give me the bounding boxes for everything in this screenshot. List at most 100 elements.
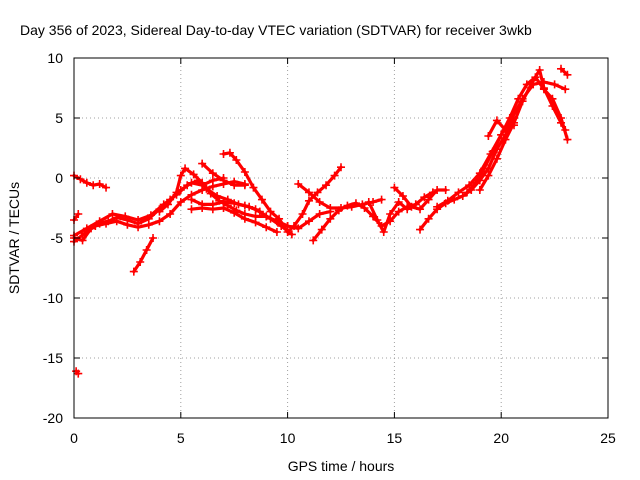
data-point-marker [219, 176, 228, 185]
data-point-marker [134, 216, 143, 224]
data-point-marker [146, 211, 155, 220]
series-line [486, 118, 516, 138]
data-point-marker [275, 214, 284, 223]
data-point-marker [74, 369, 83, 378]
series-trace-20 [484, 116, 519, 140]
data-point-marker [123, 220, 132, 229]
data-point-marker [514, 94, 523, 103]
data-point-marker [187, 205, 196, 214]
data-point-marker [458, 192, 467, 200]
series-trace-4 [70, 177, 249, 246]
data-point-marker [134, 223, 143, 232]
data-point-marker [298, 210, 307, 218]
y-tick-label: 10 [47, 50, 63, 66]
data-point-marker [433, 202, 442, 211]
data-point-marker [189, 170, 198, 179]
data-point-marker [294, 180, 303, 188]
data-point-marker [330, 171, 339, 180]
data-point-marker [251, 205, 260, 214]
data-point-marker [208, 169, 217, 178]
data-point-marker [283, 228, 292, 236]
data-point-marker [78, 236, 87, 245]
data-point-marker [219, 204, 228, 212]
data-point-marker [475, 186, 484, 194]
data-point-marker [176, 171, 185, 180]
data-point-marker [484, 132, 493, 140]
data-point-marker [403, 205, 412, 214]
data-point-marker [488, 147, 497, 156]
data-point-marker [208, 182, 217, 191]
data-point-marker [89, 181, 98, 190]
data-point-marker [407, 202, 416, 211]
data-point-marker [497, 130, 506, 139]
data-point-marker [198, 204, 207, 212]
data-point-marker [315, 210, 324, 218]
data-point-marker [230, 199, 239, 208]
data-point-marker [149, 234, 158, 242]
data-point-marker [343, 201, 352, 210]
y-tick-label: -15 [43, 350, 63, 366]
data-point-marker [315, 198, 324, 206]
data-point-marker [390, 183, 399, 192]
data-point-marker [484, 171, 493, 180]
data-point-marker [166, 210, 175, 218]
y-tick-label: 5 [55, 110, 63, 126]
series-trace-6 [129, 234, 158, 276]
data-point-marker [510, 121, 519, 130]
y-tick-labels: -20 -15 -10 -5 0 5 10 [43, 50, 63, 426]
data-point-marker [377, 195, 386, 204]
data-point-marker [208, 205, 217, 214]
series-trace-18 [463, 73, 572, 197]
data-point-marker [232, 156, 241, 164]
data-point-marker [95, 180, 104, 188]
data-point-marker [539, 84, 548, 92]
series-trace-14 [364, 188, 437, 236]
series-trace-10 [198, 159, 249, 190]
data-point-marker [386, 210, 395, 218]
data-point-marker [441, 186, 450, 194]
data-point-marker [262, 212, 271, 221]
data-point-marker [249, 183, 258, 192]
data-point-marker [433, 186, 442, 194]
x-tick-label: 0 [70, 430, 78, 446]
data-point-marker [74, 210, 83, 218]
data-point-marker [225, 148, 234, 157]
series-line [157, 166, 290, 228]
x-tick-label: 10 [280, 430, 296, 446]
data-point-marker [326, 204, 335, 212]
data-point-marker [317, 225, 326, 234]
y-tick-label: -5 [51, 230, 64, 246]
data-point-marker [172, 188, 181, 197]
data-point-marker [121, 212, 130, 221]
data-point-marker [112, 217, 121, 226]
data-point-marker [198, 159, 207, 168]
data-point-marker [527, 80, 536, 89]
data-point-marker [394, 198, 403, 206]
data-point-marker [294, 224, 303, 233]
data-point-marker [176, 198, 185, 206]
data-point-marker [76, 175, 85, 184]
data-point-marker [129, 267, 138, 276]
data-point-marker [394, 207, 403, 216]
series-line [559, 67, 569, 77]
data-point-marker [219, 150, 228, 158]
data-point-marker [304, 196, 313, 205]
data-point-marker [163, 200, 172, 209]
data-point-marker [155, 207, 164, 216]
data-point-marker [443, 196, 452, 205]
data-point-marker [337, 163, 345, 172]
data-point-marker [266, 207, 275, 216]
data-point-marker [561, 85, 570, 94]
data-point-marker [563, 135, 572, 144]
x-tick-label: 25 [600, 430, 616, 446]
data-point-marker [398, 192, 407, 200]
y-tick-label: -20 [43, 410, 63, 426]
data-point-marker [262, 223, 271, 232]
data-point-marker [424, 214, 433, 223]
x-tick-label: 15 [387, 430, 403, 446]
series-trace-9 [187, 204, 281, 236]
data-point-marker [463, 188, 472, 197]
data-point-marker [360, 204, 369, 212]
series-trace-22 [72, 367, 83, 378]
data-point-marker [155, 217, 164, 226]
